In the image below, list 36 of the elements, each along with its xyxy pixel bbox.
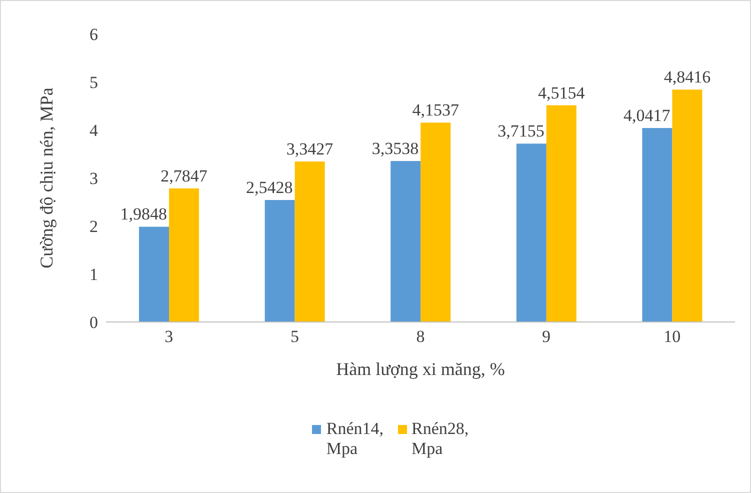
x-tick-label: 9 — [542, 327, 551, 346]
bar — [546, 105, 576, 322]
data-label: 3,3427 — [286, 140, 334, 159]
legend-label: Rnén14, Mpa — [326, 419, 384, 459]
data-label: 1,9848 — [120, 204, 167, 224]
y-tick-label: 6 — [90, 25, 98, 44]
y-tick-label: 5 — [90, 73, 98, 92]
x-axis-title: Hàm lượng xi măng, % — [336, 359, 505, 379]
y-tick-label: 0 — [90, 313, 98, 332]
data-label: 4,8416 — [664, 68, 711, 87]
y-tick-label: 2 — [90, 217, 98, 236]
legend-label: Rnén28, Mpa — [412, 419, 469, 459]
x-tick-label: 8 — [416, 327, 425, 346]
data-label: 2,5428 — [246, 178, 293, 197]
bar — [169, 188, 199, 322]
y-tick-label: 4 — [90, 121, 98, 140]
bar — [139, 226, 169, 322]
bar — [516, 144, 546, 322]
y-axis-title: Cường độ chịu nén, MPa — [36, 88, 56, 268]
data-label: 4,5154 — [538, 83, 586, 102]
data-label: 4,0417 — [623, 106, 671, 125]
bar — [642, 128, 672, 322]
y-tick-label: 3 — [90, 169, 98, 188]
y-tick-label: 1 — [90, 265, 98, 284]
data-label: 2,7847 — [160, 166, 208, 186]
bar — [672, 90, 702, 322]
bar — [294, 162, 325, 322]
data-label: 4,1537 — [412, 100, 460, 120]
x-tick-label: 5 — [290, 327, 299, 346]
x-tick-label: 3 — [164, 327, 174, 346]
bar — [420, 122, 451, 322]
data-label: 3,3538 — [372, 139, 419, 158]
bar — [264, 200, 295, 322]
data-label: 3,7155 — [498, 122, 544, 141]
bar — [390, 161, 421, 322]
x-tick-label: 10 — [664, 327, 681, 346]
